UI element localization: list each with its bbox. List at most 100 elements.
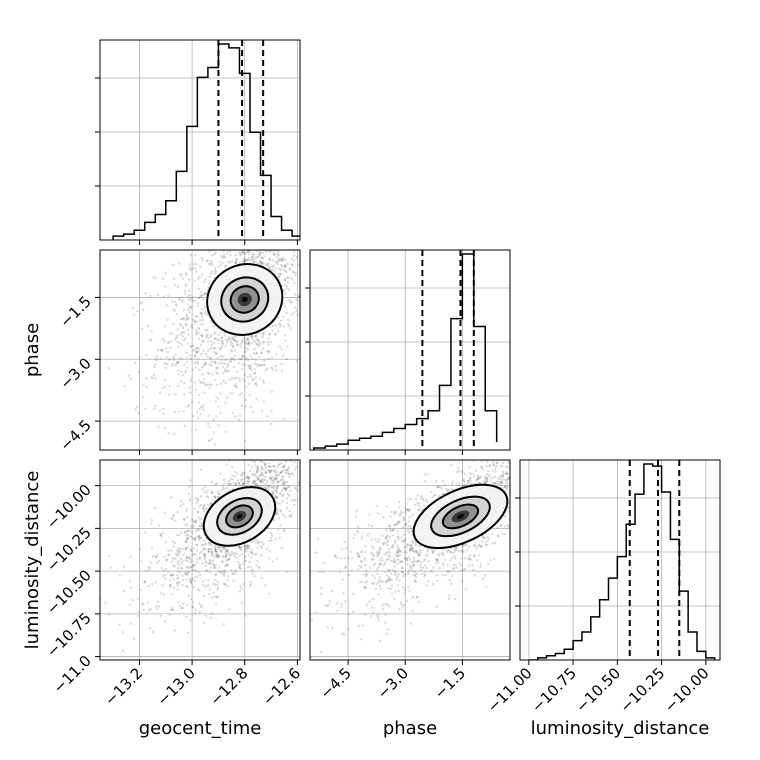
sample-point [135,405,139,408]
sample-point [246,235,248,237]
sample-point [387,628,390,631]
sample-point [143,580,146,583]
sample-point [293,281,296,285]
sample-point [291,141,293,143]
sample-point [199,495,203,498]
sample-point [164,577,167,580]
sample-point [514,468,516,470]
sample-point [203,553,207,557]
sample-point [412,549,415,553]
sample-point [131,598,134,602]
sample-point [227,337,231,340]
sample-point [461,484,464,487]
sample-point [291,444,293,446]
sample-point [259,554,263,557]
sample-point [531,471,533,473]
sample-point [226,585,229,588]
sample-point [247,477,251,481]
sample-point [233,358,236,362]
sample-point [314,551,317,554]
sample-point [259,261,263,265]
sample-point [187,492,191,496]
sample-point [480,544,483,548]
sample-point [376,553,379,557]
sample-point [206,489,210,492]
sample-point [266,465,270,468]
sample-point [266,264,269,267]
sample-point [202,349,205,353]
sample-point [286,469,289,472]
sample-point [171,355,175,359]
sample-point [182,309,186,312]
sample-point [153,365,156,369]
sample-point [463,484,466,487]
sample-point [514,499,516,501]
sample-point [109,566,113,569]
sample-point [483,574,487,577]
sample-point [285,246,287,248]
sample-point [395,554,398,557]
sample-point [272,476,275,479]
sample-point [170,517,173,520]
sample-point [284,264,287,268]
sample-point [238,483,241,487]
sample-point [283,263,287,267]
sample-point [238,261,241,265]
sample-point [392,557,396,561]
sample-point [204,362,208,366]
sample-point [415,580,418,583]
sample-point [210,501,213,504]
sample-point [462,550,465,553]
sample-point [261,262,264,265]
sample-point [277,258,280,261]
sample-point [515,486,517,488]
sample-point [435,605,438,609]
sample-point [297,295,300,299]
sample-point [255,471,259,474]
sample-point [196,575,199,578]
sample-point [174,519,177,522]
sample-point [216,372,219,375]
sample-point [284,515,287,518]
sample-point [204,328,207,332]
sample-point [151,555,155,558]
sample-point [243,559,247,563]
sample-point [199,243,201,245]
sample-point [392,543,395,547]
sample-point [401,606,404,609]
sample-point [533,455,535,457]
sample-point [218,492,221,496]
sample-point [371,545,374,548]
sample-point [142,383,145,386]
sample-point [429,569,432,573]
sample-point [202,504,206,508]
sample-point [129,586,133,589]
sample-point [404,524,407,527]
x-tick-label: −10.75 [528,664,580,716]
sample-point [240,245,242,247]
sample-point [254,474,257,478]
sample-point [289,300,292,304]
sample-point [192,547,196,550]
sample-point [256,247,258,249]
sample-point [446,548,449,552]
sample-point [257,477,260,480]
sample-point [213,253,216,256]
sample-point [267,265,271,269]
sample-point [512,488,514,490]
sample-point [185,585,188,588]
sample-point [247,554,250,557]
sample-point [293,460,296,464]
sample-point [388,578,392,581]
sample-point [264,210,266,212]
sample-point [280,470,283,473]
sample-point [241,367,244,370]
sample-point [328,251,330,253]
sample-point [224,430,228,434]
sample-point [198,573,202,576]
sample-point [386,539,390,542]
sample-point [203,547,206,550]
sample-point [485,540,489,543]
sample-point [226,363,229,366]
sample-point [211,561,214,564]
